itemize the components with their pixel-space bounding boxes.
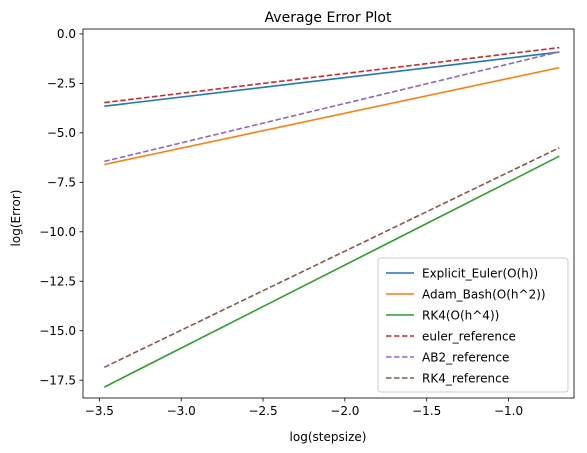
series-line-euler-reference <box>104 46 560 104</box>
y-tick-label: −10.0 <box>39 225 76 239</box>
legend-label-rk4-o-h-4: RK4(O(h^4)) <box>422 308 499 322</box>
legend-box <box>377 257 569 393</box>
y-tick-label: 0.0 <box>57 27 76 41</box>
series-line-explicit-euler-o-h <box>104 51 560 107</box>
legend-label-adam-bash-o-h-2: Adam_Bash(O(h^2)) <box>422 287 546 301</box>
axes-frame <box>82 28 575 399</box>
series-line-adam-bash-o-h-2 <box>104 66 560 166</box>
chart-title: Average Error Plot <box>265 10 392 26</box>
legend-label-ab2-reference: AB2_reference <box>422 350 509 364</box>
series-line-rk4-reference <box>103 146 560 369</box>
x-tick-label: −3.0 <box>167 404 196 418</box>
legend: Explicit_Euler(O(h)) Adam_Bash(O(h^2)) RK4… <box>377 257 569 393</box>
series-line-ab2-reference <box>104 51 560 163</box>
x-tick-label: −3.5 <box>85 404 114 418</box>
series-line-rk4-o-h-4 <box>103 155 560 388</box>
y-tick-label: −15.0 <box>39 324 76 338</box>
y-axis-label: log(Error) <box>9 190 23 247</box>
y-tick-label: −17.5 <box>39 373 76 387</box>
x-tick-label: −2.5 <box>248 404 277 418</box>
x-tick-label: −1.5 <box>412 404 441 418</box>
y-tick-label: −2.5 <box>47 77 76 91</box>
legend-label-euler-reference: euler_reference <box>422 329 516 343</box>
plot-area: −3.5 −3.0 −2.5 −2.0 −1.5 −1.0 0.0 −2.5 −5.0 −7.5 −… <box>39 27 575 418</box>
y-tick-label: −5.0 <box>47 126 76 140</box>
x-tick-label: −2.0 <box>330 404 359 418</box>
legend-label-rk4-reference: RK4_reference <box>422 371 509 385</box>
legend-label-explicit-euler-o-h: Explicit_Euler(O(h)) <box>422 266 538 280</box>
x-tick-label: −1.0 <box>494 404 523 418</box>
x-axis-label: log(stepsize) <box>290 430 367 444</box>
y-tick-label: −7.5 <box>47 176 76 190</box>
y-tick-label: −12.5 <box>39 275 76 289</box>
